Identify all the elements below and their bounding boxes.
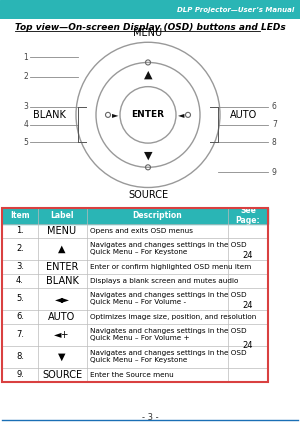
Text: 2.: 2. — [16, 244, 24, 253]
Text: 5: 5 — [23, 138, 28, 147]
Text: BLANK: BLANK — [33, 110, 66, 120]
Text: SOURCE: SOURCE — [128, 190, 168, 200]
Text: MENU: MENU — [134, 28, 163, 38]
Text: ▼: ▼ — [58, 352, 66, 362]
Text: Label: Label — [50, 211, 74, 220]
Text: 3.: 3. — [16, 262, 24, 271]
Text: AUTO: AUTO — [230, 110, 257, 120]
Text: ENTER: ENTER — [131, 110, 164, 120]
Text: 8.: 8. — [16, 352, 24, 361]
Text: 5.: 5. — [16, 294, 24, 303]
Text: BLANK: BLANK — [46, 276, 78, 286]
Text: 1.: 1. — [16, 226, 24, 235]
Text: Optimizes image size, position, and resolution: Optimizes image size, position, and reso… — [90, 314, 256, 320]
Bar — [38, 208, 87, 224]
Text: 2: 2 — [23, 72, 28, 81]
Text: ◄►: ◄► — [55, 294, 70, 304]
Text: 6.: 6. — [16, 312, 24, 321]
Text: Navigates and changes settings in the OSD
Quick Menu – For Keystone: Navigates and changes settings in the OS… — [90, 242, 247, 255]
Text: 24: 24 — [243, 251, 253, 260]
Text: 7.: 7. — [16, 330, 24, 339]
Bar — [87, 208, 228, 224]
Text: 4: 4 — [23, 120, 28, 129]
Text: 24: 24 — [243, 301, 253, 310]
Text: AUTO: AUTO — [48, 312, 76, 322]
Text: ◄+: ◄+ — [54, 330, 70, 340]
Text: See
Page:: See Page: — [236, 206, 260, 226]
Text: 4.: 4. — [16, 276, 24, 285]
Text: Top view—On-screen Display (OSD) buttons and LEDs: Top view—On-screen Display (OSD) buttons… — [15, 23, 285, 32]
Text: 6: 6 — [272, 102, 277, 112]
Text: Description: Description — [132, 211, 182, 220]
Text: Navigates and changes settings in the OSD
Quick Menu – For Keystone: Navigates and changes settings in the OS… — [90, 350, 247, 363]
Text: ENTER: ENTER — [46, 262, 78, 272]
Text: Displays a blank screen and mutes audio: Displays a blank screen and mutes audio — [90, 278, 239, 284]
Text: MENU: MENU — [47, 226, 76, 236]
Text: ▲: ▲ — [144, 70, 152, 80]
Text: Navigates and changes settings in the OSD
Quick Menu – For Volume +: Navigates and changes settings in the OS… — [90, 328, 247, 341]
Text: ▼: ▼ — [144, 150, 152, 160]
Text: DLP Projector—User’s Manual: DLP Projector—User’s Manual — [177, 6, 294, 13]
Text: 1: 1 — [23, 53, 28, 62]
Text: ◄: ◄ — [178, 110, 184, 120]
Bar — [2, 208, 38, 224]
Text: SOURCE: SOURCE — [42, 370, 82, 380]
Text: 9.: 9. — [16, 371, 24, 379]
Bar — [2, 208, 268, 382]
Text: Enter or confirm highlighted OSD menu item: Enter or confirm highlighted OSD menu it… — [90, 264, 251, 270]
Text: ►: ► — [112, 110, 118, 120]
Text: 9: 9 — [272, 168, 277, 177]
Text: Opens and exits OSD menus: Opens and exits OSD menus — [90, 228, 193, 234]
Text: Enter the Source menu: Enter the Source menu — [90, 372, 174, 378]
Text: 8: 8 — [272, 138, 277, 147]
Text: 7: 7 — [272, 120, 277, 129]
Text: 3: 3 — [23, 102, 28, 112]
Bar — [228, 208, 268, 224]
Text: - 3 -: - 3 - — [142, 413, 158, 422]
Text: Navigates and changes settings in the OSD
Quick Menu – For Volume -: Navigates and changes settings in the OS… — [90, 292, 247, 305]
Text: Item: Item — [10, 211, 30, 220]
Text: 24: 24 — [243, 341, 253, 350]
Text: ▲: ▲ — [58, 244, 66, 254]
